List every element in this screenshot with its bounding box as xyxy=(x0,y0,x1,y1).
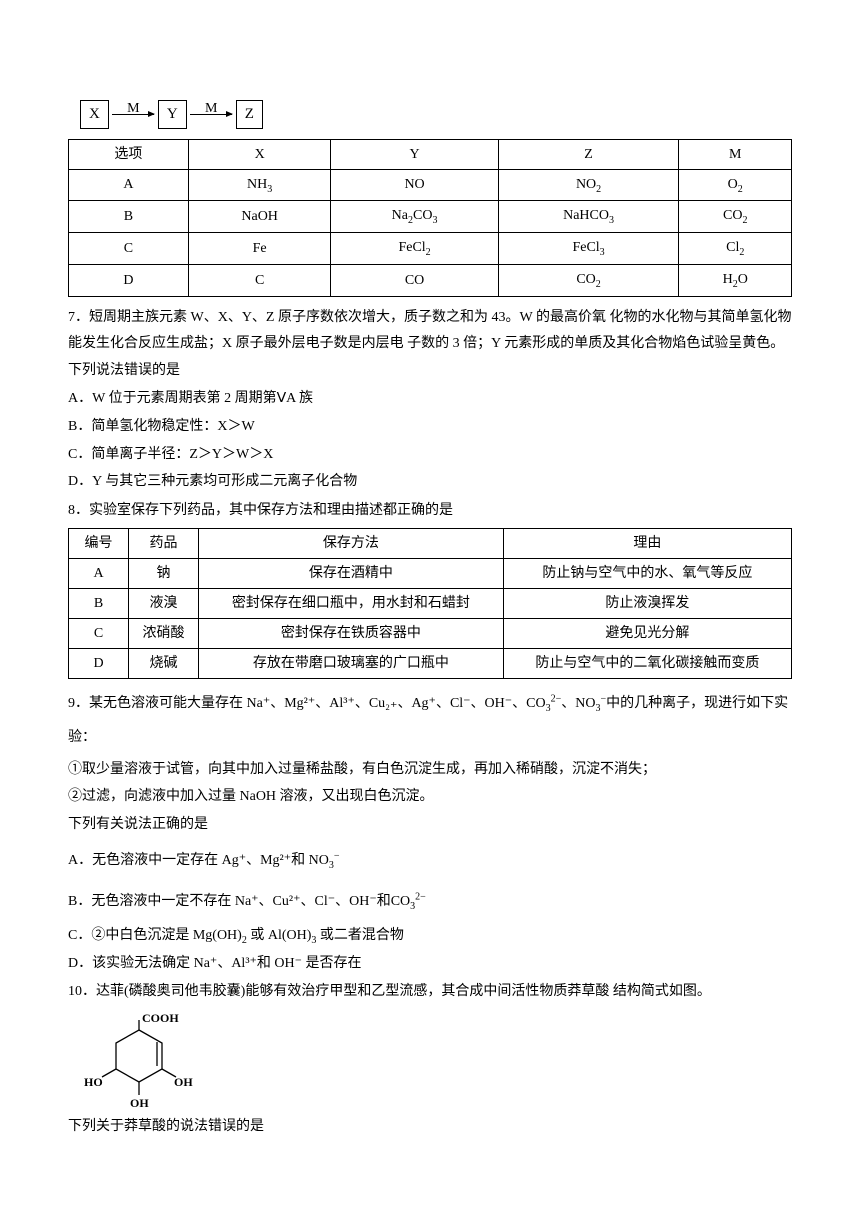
ion-co3: CO32− xyxy=(391,894,426,909)
arrow-label-2: M xyxy=(205,98,217,119)
q10-follow: 下列关于莽草酸的说法错误的是 xyxy=(68,1114,792,1141)
q9-text: 9．某无色溶液可能大量存在 Na⁺、Mg²⁺、Al³⁺、Cu₂₊、Ag⁺、Cl⁻… xyxy=(68,687,792,754)
q7-option-d: D．Y 与其它三种元素均可形成二元离子化合物 xyxy=(68,469,792,496)
q7-text: 7．短周期主族元素 W、X、Y、Z 原子序数依次增大，质子数之和为 43。W 的… xyxy=(68,305,792,385)
svg-text:COOH: COOH xyxy=(142,1012,179,1025)
table-row: D C CO CO2 H2O xyxy=(69,264,792,296)
q9-option-c: C．②中白色沉淀是 Mg(OH)2 或 Al(OH)3 或二者混合物 xyxy=(68,923,792,950)
table-row: B 液溴 密封保存在细口瓶中，用水封和石蜡封 防止液溴挥发 xyxy=(69,589,792,619)
ion-no3: NO3− xyxy=(575,696,606,711)
q7-option-b: B．简单氢化物稳定性：X＞W xyxy=(68,414,792,441)
svg-text:HO: HO xyxy=(84,1075,103,1089)
q9-step1: ①取少量溶液于试管，向其中加入过量稀盐酸，有白色沉淀生成，再加入稀硝酸，沉淀不消… xyxy=(68,757,792,784)
ion-co3: CO32− xyxy=(526,696,561,711)
arrow-label-1: M xyxy=(127,98,139,119)
diagram-arrow-2: M xyxy=(190,114,232,115)
col-header: M xyxy=(679,139,792,169)
reaction-diagram: X M Y M Z xyxy=(80,100,792,129)
q8-text: 8．实验室保存下列药品，其中保存方法和理由描述都正确的是 xyxy=(68,498,792,525)
table-row: A NH3 NO NO2 O2 xyxy=(69,169,792,201)
q9-option-b: B．无色溶液中一定不存在 Na⁺、Cu²⁺、Cl⁻、OH⁻和CO32− xyxy=(68,882,792,921)
table-row: C Fe FeCl2 FeCl3 Cl2 xyxy=(69,233,792,265)
table-row: C 浓硝酸 密封保存在铁质容器中 避免见光分解 xyxy=(69,619,792,649)
shikimic-acid-structure: COOH OH OH HO xyxy=(84,1012,194,1112)
table-row: B NaOH Na2CO3 NaHCO3 CO2 xyxy=(69,201,792,233)
col-header: X xyxy=(188,139,331,169)
diagram-box-x: X xyxy=(80,100,109,129)
diagram-arrow-1: M xyxy=(112,114,154,115)
col-header: Z xyxy=(498,139,679,169)
storage-table: 编号 药品 保存方法 理由 A 钠 保存在酒精中 防止钠与空气中的水、氧气等反应… xyxy=(68,528,792,679)
ion-no3: NO3− xyxy=(309,853,340,868)
table-header-row: 选项 X Y Z M xyxy=(69,139,792,169)
table-row: A 钠 保存在酒精中 防止钠与空气中的水、氧气等反应 xyxy=(69,559,792,589)
q9-lead: 下列有关说法正确的是 xyxy=(68,812,792,839)
svg-text:OH: OH xyxy=(174,1075,193,1089)
q10-text: 10．达菲(磷酸奥司他韦胶囊)能够有效治疗甲型和乙型流感，其合成中间活性物质莽草… xyxy=(68,979,792,1006)
diagram-box-z: Z xyxy=(236,100,263,129)
q9-option-d: D．该实验无法确定 Na⁺、Al³⁺和 OH⁻ 是否存在 xyxy=(68,951,792,978)
table-header-row: 编号 药品 保存方法 理由 xyxy=(69,529,792,559)
q7-option-c: C．简单离子半径：Z＞Y＞W＞X xyxy=(68,442,792,469)
col-header: 选项 xyxy=(69,139,189,169)
options-table-1: 选项 X Y Z M A NH3 NO NO2 O2 B NaOH Na2CO3… xyxy=(68,139,792,297)
col-header: Y xyxy=(331,139,498,169)
diagram-box-y: Y xyxy=(158,100,187,129)
table-row: D 烧碱 存放在带磨口玻璃塞的广口瓶中 防止与空气中的二氧化碳接触而变质 xyxy=(69,649,792,679)
q9-option-a: A．无色溶液中一定存在 Ag⁺、Mg²⁺和 NO3− xyxy=(68,841,792,880)
svg-text:OH: OH xyxy=(130,1096,149,1110)
q7-option-a: A．W 位于元素周期表第 2 周期第ⅤA 族 xyxy=(68,386,792,413)
q9-step2: ②过滤，向滤液中加入过量 NaOH 溶液，又出现白色沉淀。 xyxy=(68,784,792,811)
